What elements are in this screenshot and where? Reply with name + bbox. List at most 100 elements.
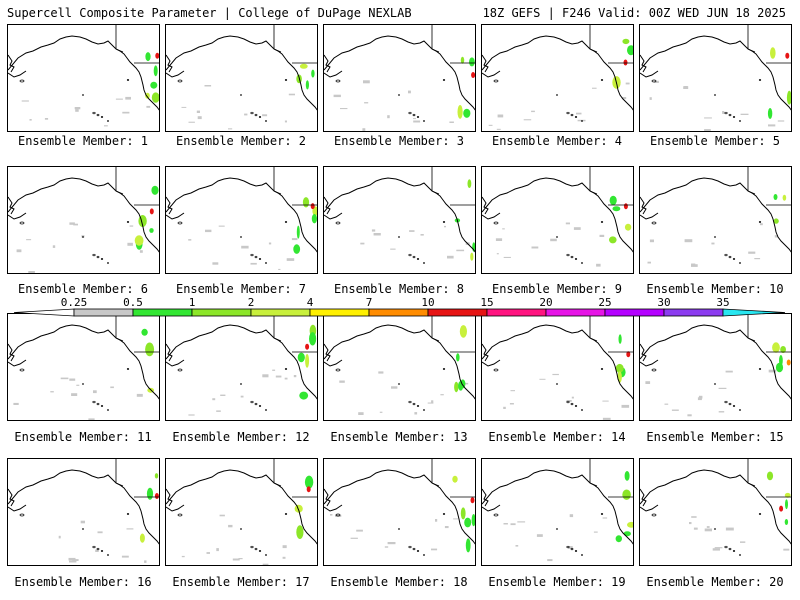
coastline bbox=[640, 35, 791, 111]
scp-shading bbox=[452, 475, 458, 483]
scp-shading bbox=[671, 409, 679, 411]
scp-shading bbox=[311, 69, 315, 78]
scp-shading bbox=[431, 400, 434, 403]
map-area bbox=[166, 459, 317, 565]
island bbox=[408, 111, 412, 115]
island bbox=[728, 255, 732, 259]
scp-shading bbox=[125, 96, 131, 100]
ensemble-member-label: Ensemble Member: 18 bbox=[330, 575, 468, 589]
legend-under-arrow bbox=[13, 308, 75, 317]
map-area bbox=[166, 314, 317, 416]
scp-shading bbox=[704, 528, 712, 532]
scp-shading bbox=[602, 400, 609, 402]
island bbox=[92, 545, 96, 549]
scp-shading bbox=[624, 471, 630, 481]
island bbox=[493, 79, 499, 83]
island bbox=[100, 550, 104, 552]
island bbox=[570, 402, 574, 406]
coastline bbox=[8, 359, 27, 367]
scp-shading bbox=[722, 111, 725, 114]
legend-tick-label: 0.25 bbox=[61, 296, 88, 309]
ensemble-map-panel bbox=[323, 458, 476, 566]
scp-shading bbox=[454, 381, 459, 393]
scp-shading bbox=[356, 529, 363, 532]
coastline bbox=[640, 488, 647, 507]
island bbox=[254, 255, 258, 259]
coastline bbox=[8, 70, 27, 78]
coastline bbox=[640, 70, 659, 78]
coastline bbox=[166, 54, 173, 73]
ensemble-member-label: Ensemble Member: 20 bbox=[646, 575, 784, 589]
scp-shading bbox=[330, 514, 333, 516]
map-title: Supercell Composite Parameter | College … bbox=[7, 6, 412, 20]
scp-shading bbox=[296, 525, 304, 539]
island bbox=[714, 528, 716, 530]
scp-shading bbox=[725, 527, 734, 531]
scp-shading bbox=[28, 271, 35, 273]
political-boundary bbox=[747, 25, 791, 64]
island bbox=[177, 79, 183, 83]
scp-shading bbox=[503, 406, 506, 409]
scp-shading bbox=[240, 395, 244, 398]
scp-shading bbox=[126, 528, 134, 530]
legend-over-arrow bbox=[722, 308, 786, 317]
map-area bbox=[640, 314, 791, 417]
scp-shading bbox=[711, 242, 715, 245]
legend-color-swatch bbox=[309, 308, 370, 317]
scp-shading bbox=[93, 390, 97, 394]
scp-shading bbox=[378, 371, 384, 374]
island bbox=[398, 383, 400, 385]
island bbox=[570, 113, 574, 117]
scp-shading bbox=[212, 262, 219, 265]
island bbox=[96, 255, 100, 259]
island bbox=[100, 405, 104, 407]
scp-shading bbox=[69, 560, 77, 563]
island bbox=[724, 545, 728, 549]
scp-shading bbox=[232, 558, 240, 561]
scp-shading bbox=[627, 521, 633, 528]
scp-shading bbox=[151, 185, 159, 195]
ensemble-member-label: Ensemble Member: 1 bbox=[17, 134, 149, 148]
coastline bbox=[482, 488, 489, 507]
island bbox=[416, 405, 420, 407]
political-boundary bbox=[589, 314, 633, 353]
scp-shading bbox=[212, 398, 216, 401]
ensemble-member-label: Ensemble Member: 6 bbox=[17, 282, 149, 296]
island bbox=[556, 94, 558, 96]
ensemble-member-label: Ensemble Member: 14 bbox=[488, 430, 626, 444]
island bbox=[574, 258, 578, 260]
scp-shading bbox=[573, 227, 581, 230]
scp-shading bbox=[427, 402, 434, 404]
island bbox=[581, 554, 583, 556]
island bbox=[126, 79, 130, 81]
coastline bbox=[8, 343, 15, 362]
political-boundary bbox=[747, 167, 791, 206]
island bbox=[126, 513, 130, 515]
scp-shading bbox=[612, 206, 621, 212]
island bbox=[284, 368, 288, 370]
scp-shading bbox=[754, 258, 761, 260]
scp-shading bbox=[531, 110, 535, 113]
ensemble-member-label: Ensemble Member: 5 bbox=[649, 134, 781, 148]
scp-shading bbox=[774, 235, 779, 238]
scp-shading bbox=[139, 533, 145, 543]
island bbox=[258, 116, 262, 118]
scp-shading bbox=[609, 236, 617, 244]
coastline bbox=[482, 359, 501, 367]
island bbox=[240, 94, 242, 96]
scp-shading bbox=[684, 239, 693, 243]
scp-shading bbox=[456, 353, 460, 362]
island bbox=[570, 547, 574, 551]
island bbox=[739, 262, 741, 264]
scp-shading bbox=[740, 541, 746, 543]
map-area bbox=[640, 25, 791, 131]
island bbox=[739, 120, 741, 122]
island bbox=[177, 513, 183, 517]
island bbox=[442, 513, 446, 515]
ensemble-member-label: Ensemble Member: 9 bbox=[491, 282, 623, 296]
scp-shading bbox=[517, 521, 526, 523]
scp-shading bbox=[463, 108, 471, 118]
scp-shading bbox=[311, 214, 317, 224]
scp-shading bbox=[444, 526, 449, 529]
legend-color-swatch bbox=[368, 308, 429, 317]
